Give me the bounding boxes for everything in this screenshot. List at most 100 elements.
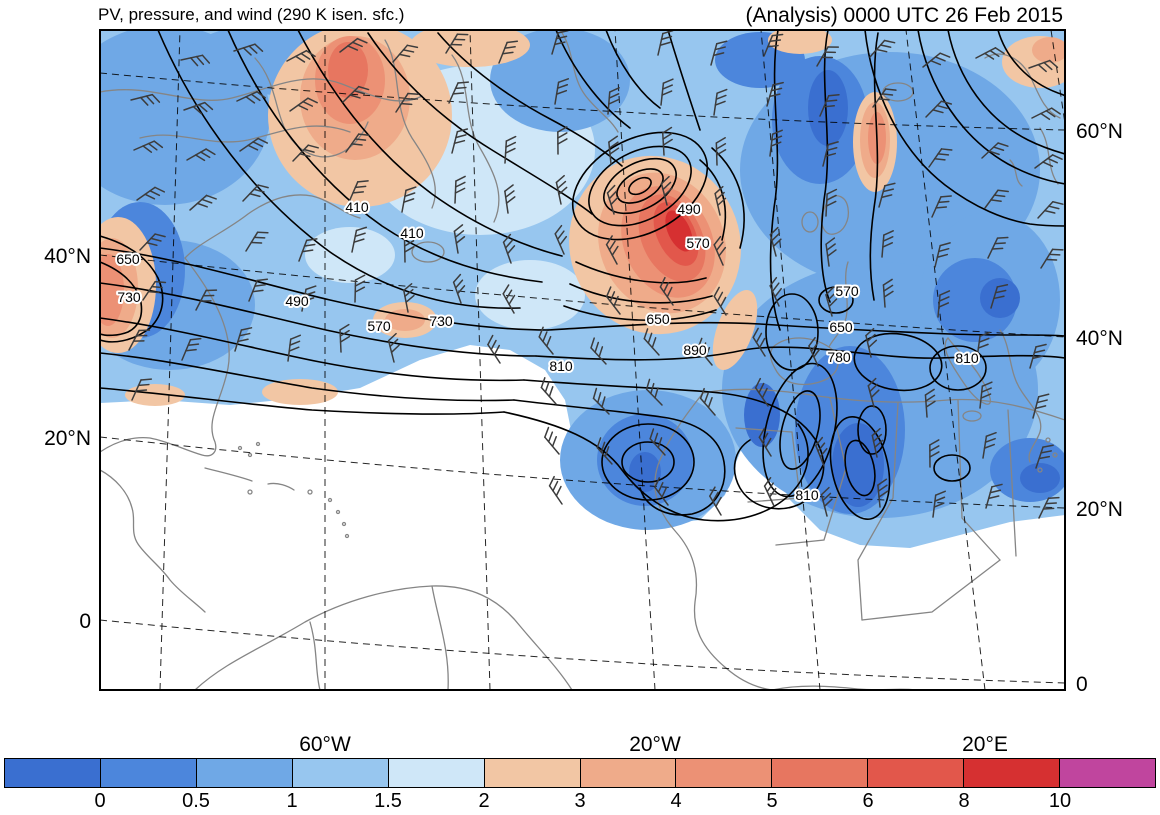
wind-barb-icon-shape bbox=[247, 144, 259, 151]
wind-barb-icon-shape bbox=[504, 46, 516, 49]
y-axis-tick-right: 40°N bbox=[1076, 327, 1123, 350]
wind-barb-icon-shape bbox=[1040, 112, 1051, 121]
wind-barb-icon-shape bbox=[867, 339, 878, 349]
wind-barb-icon-shape bbox=[769, 133, 774, 157]
map-frame bbox=[99, 29, 1066, 691]
wind-barb-icon-shape bbox=[1050, 107, 1061, 115]
wind-barb-icon-shape bbox=[827, 141, 839, 146]
wind-barb-icon-shape bbox=[554, 81, 560, 105]
wind-barb-icon-shape bbox=[555, 174, 565, 184]
wind-barb-icon-shape bbox=[713, 92, 718, 116]
wind-barb-icon bbox=[925, 100, 953, 118]
wind-barb-icon bbox=[130, 93, 161, 106]
wind-barb-icon-shape bbox=[401, 189, 407, 213]
coastlines-shape bbox=[247, 452, 253, 458]
wind-barb-icon-shape bbox=[825, 294, 833, 317]
wind-barb-icon bbox=[769, 129, 783, 157]
wind-barb-icon-shape bbox=[202, 294, 215, 297]
pressure-contours-shape bbox=[844, 439, 876, 497]
wind-barb-icon-shape bbox=[815, 444, 825, 467]
wind-barb-icon-shape bbox=[356, 37, 368, 44]
wind-barb-icon-shape bbox=[985, 486, 993, 509]
pressure-contour-label: 650 bbox=[116, 251, 140, 267]
wind-barb-icon-shape bbox=[994, 242, 1006, 245]
wind-barb-icon-shape bbox=[1051, 154, 1063, 160]
wind-barb-icon-shape bbox=[719, 296, 727, 308]
wind-barb-icon bbox=[659, 276, 674, 306]
wind-barb-icon bbox=[924, 388, 936, 418]
wind-barb-icon-shape bbox=[183, 101, 206, 111]
wind-barb-icon-shape bbox=[713, 295, 727, 316]
wind-barb-icon-shape bbox=[252, 141, 264, 148]
wind-barb-icon-shape bbox=[354, 232, 366, 238]
wind-barb-icon-shape bbox=[932, 109, 944, 114]
wind-barb-icon-shape bbox=[660, 175, 670, 185]
wind-barb-icon-shape bbox=[1043, 61, 1053, 71]
wind-barb-icon bbox=[869, 39, 896, 58]
colorbar-tick-label: 6 bbox=[862, 790, 874, 812]
wind-barb-icon-shape bbox=[981, 381, 993, 387]
wind-barb-icon-shape bbox=[660, 82, 665, 106]
wind-barb-icon-shape bbox=[455, 134, 467, 139]
wind-barb-icon-shape bbox=[713, 235, 722, 246]
wind-barb-icon-shape bbox=[816, 46, 829, 67]
wind-barb-icon-shape bbox=[938, 247, 950, 253]
graticule-shape bbox=[100, 254, 1065, 338]
wind-barb-icon-shape bbox=[301, 288, 307, 312]
wind-barb-icon-shape bbox=[445, 33, 459, 54]
pressure-contours-shape bbox=[100, 282, 537, 357]
wind-barb-icon-shape bbox=[195, 289, 207, 311]
wind-barb-icon-shape bbox=[540, 386, 557, 405]
wind-barb-icon-shape bbox=[253, 236, 266, 239]
wind-barb-icon-shape bbox=[454, 187, 466, 194]
wind-barb-icon-shape bbox=[934, 496, 946, 502]
wind-barb-icon-shape bbox=[758, 436, 772, 457]
wind-barb-icon-shape bbox=[826, 292, 836, 302]
wind-barb-icon-shape bbox=[236, 91, 258, 102]
pressure-contours-shape bbox=[503, 411, 809, 522]
wind-barb-icon-shape bbox=[938, 296, 950, 302]
coastlines-shape bbox=[344, 533, 350, 539]
wind-barb-icon-shape bbox=[882, 284, 886, 308]
wind-barb-icon-shape bbox=[144, 193, 156, 200]
coastlines-shape bbox=[255, 441, 261, 447]
wind-barb-icon-shape bbox=[189, 337, 202, 341]
wind-barb-icon-shape bbox=[505, 196, 516, 204]
wind-barb-icon-shape bbox=[142, 145, 153, 153]
wind-barb-icon-shape bbox=[242, 184, 259, 202]
wind-barb-icon-shape bbox=[498, 41, 508, 64]
wind-barb-icon-shape bbox=[984, 189, 999, 209]
wind-barb-icon-shape bbox=[996, 283, 1009, 288]
colorbar-segment-8 bbox=[772, 759, 869, 787]
wind-barb-icon-shape bbox=[984, 52, 995, 60]
wind-barb-icon-shape bbox=[351, 41, 363, 48]
wind-barb-icon-shape bbox=[457, 81, 470, 84]
wind-barb-icon-shape bbox=[301, 249, 314, 253]
pressure-contours-shape bbox=[297, 30, 563, 257]
wind-barb-icon-shape bbox=[135, 334, 148, 337]
wind-barb-icon-shape bbox=[879, 44, 892, 48]
wind-barb-icon bbox=[596, 437, 613, 465]
wind-barb-icon-shape bbox=[201, 54, 211, 64]
wind-barb-icon-shape bbox=[613, 295, 619, 307]
wind-barb-icon-shape bbox=[353, 238, 365, 243]
pressure-contours-shape bbox=[711, 147, 745, 249]
plot-title: PV, pressure, and wind (290 K isen. sfc.… bbox=[98, 5, 404, 24]
wind-barb-icon-shape bbox=[865, 334, 872, 358]
graticule-shape bbox=[159, 30, 181, 690]
wind-barb-icon-shape bbox=[248, 279, 258, 302]
wind-barb-icon-shape bbox=[883, 39, 896, 44]
wind-barb-icon-shape bbox=[151, 285, 163, 289]
wind-barb-icon bbox=[877, 478, 889, 508]
wind-barb-icon bbox=[825, 286, 838, 317]
colorbar-segment-11 bbox=[1060, 759, 1156, 787]
wind-barb-icon-shape bbox=[867, 377, 877, 387]
wind-barb-icon-shape bbox=[983, 443, 995, 449]
wind-barb-icon-shape bbox=[875, 48, 888, 53]
wind-barb-icon-shape bbox=[657, 481, 664, 493]
wind-barb-icon bbox=[976, 331, 991, 359]
x-axis-tick: 20°W bbox=[629, 733, 681, 755]
wind-barb-icon-shape bbox=[590, 337, 595, 349]
wind-barb-icon bbox=[769, 226, 782, 257]
wind-barb-icon-shape bbox=[882, 188, 895, 193]
